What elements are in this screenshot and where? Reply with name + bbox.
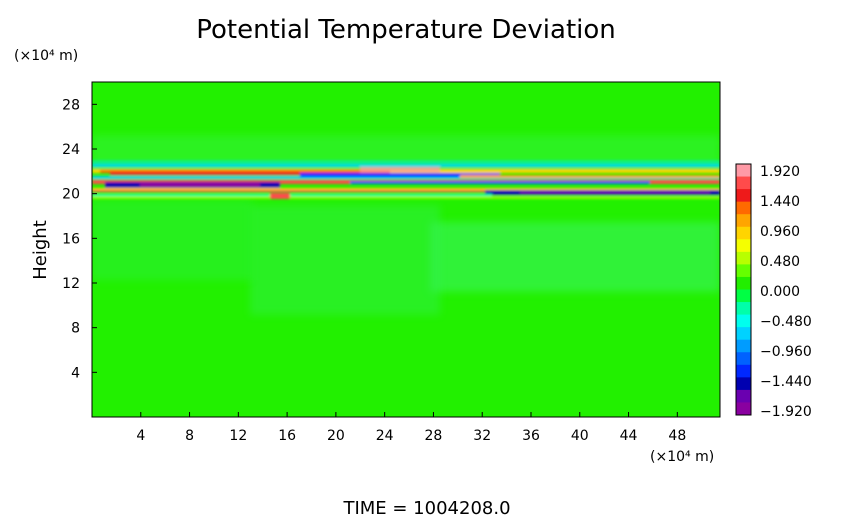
plot-frame — [91, 81, 721, 418]
field-patch — [250, 205, 440, 315]
colorbar-swatch — [736, 327, 751, 341]
x-tick-label: 4 — [136, 428, 145, 444]
x-tick-label: 8 — [185, 428, 194, 444]
x-tick-label: 36 — [522, 428, 540, 444]
y-tick-label: 28 — [62, 97, 80, 113]
x-tick-label: 24 — [376, 428, 394, 444]
colorbar-swatch — [736, 389, 751, 403]
colorbar-label: −0.960 — [760, 344, 812, 360]
y-tick-label: 4 — [71, 365, 80, 381]
y-axis-ticks: 4 8 12 16 20 24 28 — [62, 97, 97, 381]
x-tick-label: 40 — [571, 428, 589, 444]
colorbar-swatch — [736, 239, 751, 253]
y-tick-label: 16 — [62, 231, 80, 247]
colorbar-swatch — [736, 201, 751, 215]
y-unit-label: (×10⁴ m) — [14, 48, 78, 64]
x-tick-label: 16 — [278, 428, 296, 444]
x-unit-label: (×10⁴ m) — [650, 449, 714, 465]
colorbar-label: 0.480 — [760, 254, 800, 270]
y-tick-label: 20 — [62, 187, 80, 203]
plot-area — [92, 82, 720, 417]
perturbation-band — [92, 160, 720, 199]
x-tick-label: 44 — [620, 428, 638, 444]
colorbar-swatch — [736, 264, 751, 278]
colorbar-swatch — [736, 402, 751, 416]
colorbar-label: 0.000 — [760, 284, 800, 300]
y-axis-label: Height — [30, 220, 51, 280]
y-tick-label: 24 — [62, 142, 80, 158]
colorbar-label: −0.480 — [760, 314, 812, 330]
colorbar-swatch — [736, 176, 751, 190]
colorbar-swatch — [736, 289, 751, 303]
colorbar-swatch — [736, 226, 751, 240]
colorbar-swatch — [736, 314, 751, 328]
colorbar-swatch — [736, 276, 751, 290]
x-tick-label: 20 — [327, 428, 345, 444]
colorbar-swatch — [736, 339, 751, 353]
y-tick-label: 12 — [62, 276, 80, 292]
colorbar-swatch — [736, 377, 751, 391]
x-tick-label: 28 — [425, 428, 443, 444]
colorbar: 1.920 1.440 0.960 0.480 0.000 −0.480 −0.960 −1.… — [735, 163, 812, 420]
colorbar-label: −1.920 — [760, 404, 812, 420]
colorbar-label: 1.920 — [760, 164, 800, 180]
colorbar-label: −1.440 — [760, 374, 812, 390]
colorbar-swatch — [736, 164, 751, 178]
x-tick-label: 12 — [229, 428, 247, 444]
time-footer: TIME = 1004208.0 — [342, 498, 510, 519]
colorbar-swatch — [736, 189, 751, 203]
colorbar-swatch — [736, 352, 751, 366]
chart-title: Potential Temperature Deviation — [196, 15, 616, 45]
x-tick-label: 32 — [473, 428, 491, 444]
y-tick-label: 8 — [71, 321, 80, 337]
colorbar-swatch — [736, 251, 751, 265]
field-patch — [92, 200, 252, 280]
colorbar-label: 0.960 — [760, 224, 800, 240]
colorbar-swatch — [736, 302, 751, 316]
colorbar-frame — [735, 163, 752, 416]
colorbar-swatch — [736, 364, 751, 378]
x-axis-ticks: 4 8 12 16 20 24 28 32 36 40 44 48 — [136, 412, 686, 444]
colorbar-swatch — [736, 214, 751, 228]
x-tick-label: 48 — [668, 428, 686, 444]
colorbar-label: 1.440 — [760, 194, 800, 210]
field-patch — [430, 222, 720, 292]
